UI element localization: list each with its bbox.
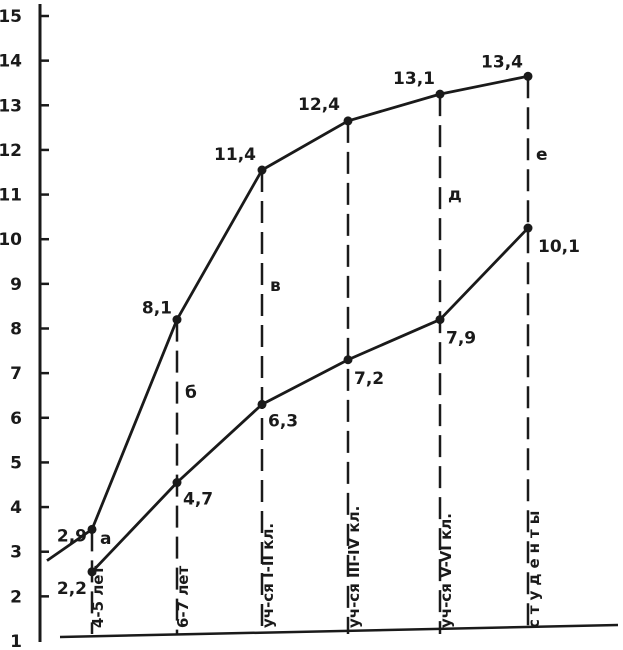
y-tick-label-10: 10: [0, 230, 22, 250]
y-tick-label-2: 2: [10, 587, 22, 607]
series-2-point-5: [435, 315, 445, 325]
category-label-4: уч-ся III-IV кл.: [345, 506, 363, 628]
y-tick-label-12: 12: [0, 141, 22, 161]
y-tick-label-5: 5: [10, 453, 22, 473]
series-2-value-label-6: 10,1: [538, 237, 580, 257]
category-label-6: студенты: [525, 506, 543, 628]
category-label-1: 4-5 лет: [89, 566, 107, 628]
series-2-point-1: [87, 567, 97, 577]
segment-letter-5: д: [448, 185, 462, 205]
series-1-point-6: [523, 71, 533, 81]
series-2-value-label-4: 7,2: [354, 369, 384, 389]
y-tick-label-9: 9: [10, 275, 22, 295]
series-1-point-4: [343, 116, 353, 126]
segment-letter-6: е: [536, 145, 548, 165]
y-tick-label-6: 6: [10, 409, 22, 429]
y-tick-label-14: 14: [0, 52, 22, 72]
segment-letter-3: в: [270, 276, 281, 296]
series-2-value-label-5: 7,9: [446, 329, 476, 349]
series-2-point-6: [523, 223, 533, 233]
series-1-value-label-5: 13,1: [393, 69, 435, 89]
y-tick-label-1: 1: [10, 632, 22, 650]
series-1-line: [46, 74, 529, 562]
y-tick-label-13: 13: [0, 96, 22, 116]
series-2-value-label-1: 2,2: [57, 579, 87, 599]
series-2-value-label-3: 6,3: [268, 411, 298, 431]
series-1-value-label-1: 2,9: [57, 526, 87, 546]
category-label-5: уч-ся V-VI кл.: [437, 513, 455, 628]
series-2-value-label-2: 4,7: [183, 490, 213, 510]
y-tick-label-8: 8: [10, 320, 22, 340]
y-tick-label-3: 3: [10, 543, 22, 563]
y-tick-label-7: 7: [10, 364, 22, 384]
y-tick-label-15: 15: [0, 7, 22, 27]
series-1-value-label-4: 12,4: [298, 95, 340, 115]
category-label-3: уч-ся I-II кл.: [259, 523, 277, 628]
series-1-value-label-2: 8,1: [142, 299, 172, 319]
series-1-value-label-3: 11,4: [214, 145, 256, 165]
x-axis-line: [59, 623, 619, 639]
segment-letter-1: а: [100, 529, 111, 549]
series-1-point-2: [172, 315, 182, 325]
category-label-2: 6-7 лет: [174, 566, 192, 628]
series-2-point-2: [172, 478, 182, 488]
series-1-point-5: [435, 89, 445, 99]
y-tick-label-11: 11: [0, 186, 22, 206]
segment-letter-2: б: [185, 383, 197, 403]
series-2-line: [90, 227, 530, 573]
series-1-point-1: [87, 524, 97, 534]
y-tick-label-4: 4: [10, 498, 22, 518]
series-1-value-label-6: 13,4: [481, 52, 523, 72]
series-2-point-3: [257, 399, 267, 409]
series-1-point-3: [257, 165, 267, 175]
series-2-point-4: [343, 355, 353, 365]
